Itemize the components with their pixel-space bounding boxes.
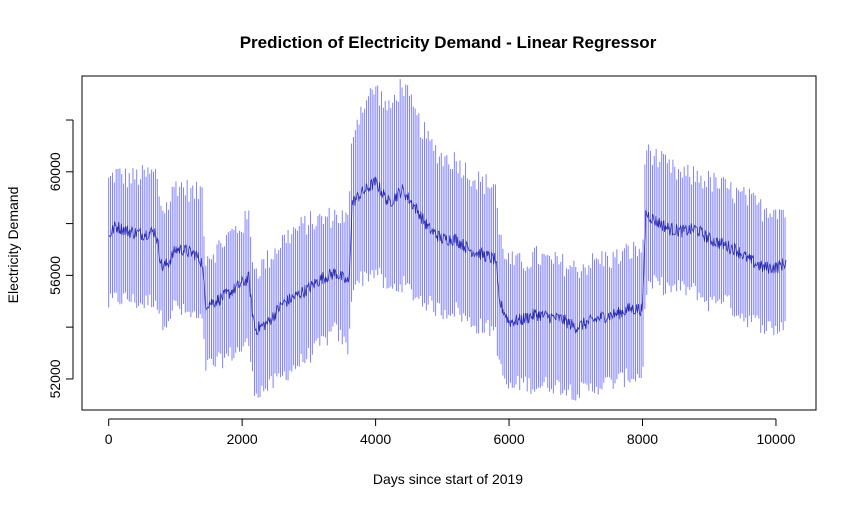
y-axis: 52000 56000 60000: [47, 119, 74, 398]
x-tick-label: 0: [105, 431, 113, 447]
data-bars: [108, 79, 786, 401]
y-tick-label: 60000: [47, 152, 63, 191]
plot-frame: [81, 75, 817, 411]
x-axis-label: Days since start of 2019: [373, 471, 523, 487]
y-tick-label: 56000: [47, 256, 63, 295]
prediction-line: [108, 176, 787, 336]
y-tick-label: 52000: [47, 359, 63, 398]
y-axis-label: Electricity Demand: [5, 187, 21, 304]
x-tick-label: 8000: [627, 431, 658, 447]
trend-line: [108, 176, 787, 336]
x-axis: 0 2000 4000 6000 8000 10000: [105, 418, 796, 447]
x-tick-label: 10000: [756, 431, 795, 447]
x-tick-label: 4000: [360, 431, 391, 447]
x-tick-label: 6000: [493, 431, 524, 447]
chart-title: Prediction of Electricity Demand - Linea…: [240, 33, 657, 52]
x-tick-label: 2000: [227, 431, 258, 447]
